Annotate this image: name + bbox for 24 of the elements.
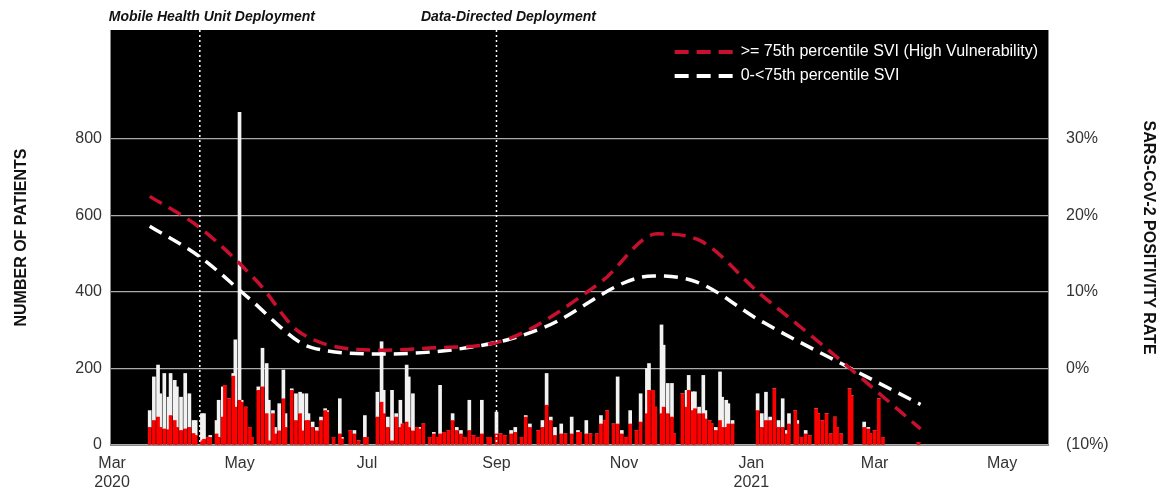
y-tick-label: 200	[75, 358, 103, 376]
y-tick-label: 0	[93, 435, 103, 453]
y2-tick-label: 30%	[1066, 129, 1099, 147]
legend-label: 0-<75th percentile SVI	[740, 66, 900, 84]
ref-line-label: Mobile Health Unit Deployment	[108, 7, 317, 24]
y2-tick-label: (10%)	[1066, 435, 1109, 453]
x-tick-label: Mar	[860, 454, 890, 472]
x-tick-label: Jul	[356, 454, 378, 472]
x-tick-label: Sep	[482, 454, 511, 472]
x-tick-label: Jan 2021	[733, 454, 770, 491]
x-tick-label: Mar 2020	[94, 454, 130, 491]
x-tick-label: May	[986, 454, 1018, 472]
y2-tick-label: 20%	[1066, 205, 1099, 223]
y-axis-title: NUMBER OF PATIENTS	[12, 148, 30, 327]
y2-tick-label: 10%	[1066, 282, 1099, 300]
y-tick-label: 400	[75, 282, 103, 300]
legend-label: >= 75th percentile SVI (High Vulnerability)	[740, 42, 1038, 60]
ref-line-label: Data-Directed Deployment	[420, 7, 598, 24]
x-tick-label: Nov	[609, 454, 639, 472]
y2-tick-label: 0%	[1066, 358, 1090, 376]
y2-axis-title: SARS-CoV-2 POSITIVITY RATE	[1140, 120, 1158, 355]
y-tick-label: 600	[75, 205, 103, 223]
y-tick-label: 800	[75, 129, 103, 147]
x-tick-label: May	[224, 454, 255, 472]
